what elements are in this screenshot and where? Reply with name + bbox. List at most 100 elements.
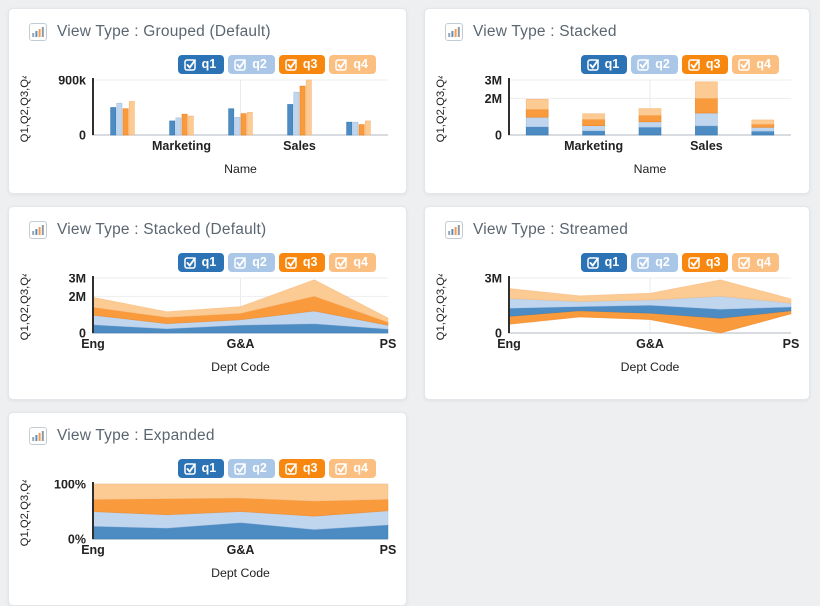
checkbox-checked-icon xyxy=(637,59,650,71)
legend-toggle-q1[interactable]: q1 xyxy=(580,55,628,74)
card-stacked-bar: View Type : Stacked q1 q2 q3 q4 3M 2M 0 Market… xyxy=(424,8,810,194)
legend-toggle-q1[interactable]: q1 xyxy=(177,459,225,478)
legend-toggle-q4[interactable]: q4 xyxy=(732,253,779,272)
svg-text:Dept Code: Dept Code xyxy=(621,360,680,374)
legend-label: q3 xyxy=(302,461,318,476)
card-title: View Type : Stacked (Default) xyxy=(57,221,267,238)
card-header: View Type : Stacked (Default) xyxy=(29,221,398,239)
bar-chart-icon xyxy=(445,23,463,41)
legend-label: q1 xyxy=(604,57,620,72)
svg-text:0: 0 xyxy=(79,129,86,143)
legend-toggle-q2[interactable]: q2 xyxy=(228,253,275,272)
checkbox-checked-icon xyxy=(637,257,650,269)
legend-toggle-q1[interactable]: q1 xyxy=(177,253,225,272)
chart-canvas-grouped[interactable]: 900k 0 Marketing Sales Name Q1,Q2,Q3,Q4 xyxy=(17,76,398,178)
checkbox-checked-icon xyxy=(586,59,599,71)
svg-text:3M: 3M xyxy=(485,76,502,88)
legend-label: q2 xyxy=(252,255,267,270)
svg-text:Marketing: Marketing xyxy=(564,139,623,153)
svg-text:Marketing: Marketing xyxy=(152,139,211,153)
svg-text:0: 0 xyxy=(495,129,502,143)
checkbox-checked-icon xyxy=(285,59,297,71)
legend-label: q2 xyxy=(655,57,670,72)
card-title: View Type : Grouped (Default) xyxy=(57,23,271,40)
checkbox-checked-icon xyxy=(183,257,196,269)
checkbox-checked-icon xyxy=(688,257,700,269)
legend: q1 q2 q3 q4 xyxy=(17,459,376,478)
card-header: View Type : Stacked xyxy=(445,23,801,41)
legend-toggle-q4[interactable]: q4 xyxy=(329,459,376,478)
svg-text:3M: 3M xyxy=(485,274,502,286)
legend-toggle-q1[interactable]: q1 xyxy=(580,253,628,272)
legend-label: q4 xyxy=(353,461,368,476)
legend-toggle-q4[interactable]: q4 xyxy=(329,253,376,272)
bar-chart-icon xyxy=(445,221,463,239)
checkbox-checked-icon xyxy=(335,463,348,475)
legend-toggle-q1[interactable]: q1 xyxy=(177,55,225,74)
svg-text:Q1,Q2,Q3,Q4: Q1,Q2,Q3,Q4 xyxy=(435,274,447,340)
checkbox-checked-icon xyxy=(335,59,348,71)
svg-text:0: 0 xyxy=(495,327,502,341)
legend-label: q3 xyxy=(705,255,721,270)
legend-toggle-q2[interactable]: q2 xyxy=(228,55,275,74)
checkbox-checked-icon xyxy=(738,257,751,269)
svg-text:Q1,Q2,Q3,Q4: Q1,Q2,Q3,Q4 xyxy=(19,274,31,340)
checkbox-checked-icon xyxy=(738,59,751,71)
legend-label: q3 xyxy=(302,255,318,270)
svg-text:2M: 2M xyxy=(485,92,502,106)
checkbox-checked-icon xyxy=(183,59,196,71)
chart-canvas-expanded[interactable]: 100% 0%Eng G&A PS Dept Code Q1,Q2,Q3,Q4 xyxy=(17,480,398,582)
legend-toggle-q4[interactable]: q4 xyxy=(732,55,779,74)
legend-label: q4 xyxy=(353,57,368,72)
legend-toggle-q2[interactable]: q2 xyxy=(631,55,678,74)
bar-chart-icon xyxy=(29,221,47,239)
legend-label: q2 xyxy=(252,57,267,72)
svg-text:Q1,Q2,Q3,Q4: Q1,Q2,Q3,Q4 xyxy=(19,480,31,546)
svg-text:PS: PS xyxy=(783,337,800,351)
card-title: View Type : Expanded xyxy=(57,427,215,444)
legend-toggle-q3[interactable]: q3 xyxy=(681,253,729,272)
svg-text:Eng: Eng xyxy=(81,337,105,351)
legend-toggle-q3[interactable]: q3 xyxy=(681,55,729,74)
checkbox-checked-icon xyxy=(688,59,700,71)
checkbox-checked-icon xyxy=(183,463,196,475)
card-title: View Type : Streamed xyxy=(473,221,629,238)
checkbox-checked-icon xyxy=(586,257,599,269)
legend-label: q1 xyxy=(604,255,620,270)
legend-toggle-q3[interactable]: q3 xyxy=(278,55,326,74)
svg-text:Name: Name xyxy=(224,162,257,176)
legend-label: q1 xyxy=(201,57,217,72)
legend: q1 q2 q3 q4 xyxy=(433,55,779,74)
card-header: View Type : Streamed xyxy=(445,221,801,239)
legend-toggle-q4[interactable]: q4 xyxy=(329,55,376,74)
card-expanded: View Type : Expanded q1 q2 q3 q4 100% 0% Eng G… xyxy=(8,412,407,606)
legend-toggle-q3[interactable]: q3 xyxy=(278,253,326,272)
checkbox-checked-icon xyxy=(234,257,247,269)
card-header: View Type : Expanded xyxy=(29,427,398,445)
legend-label: q2 xyxy=(655,255,670,270)
chart-canvas-stacked-bar[interactable]: 3M 2M 0 Marketing Sales Name Q1,Q2,Q3,Q4 xyxy=(433,76,801,178)
svg-text:Name: Name xyxy=(634,162,667,176)
card-header: View Type : Grouped (Default) xyxy=(29,23,398,41)
legend-toggle-q2[interactable]: q2 xyxy=(631,253,678,272)
bar-chart-icon xyxy=(29,23,47,41)
card-title: View Type : Stacked xyxy=(473,23,617,40)
checkbox-checked-icon xyxy=(285,257,297,269)
legend-label: q2 xyxy=(252,461,267,476)
legend-label: q3 xyxy=(705,57,721,72)
svg-text:3M: 3M xyxy=(69,274,86,286)
legend: q1 q2 q3 q4 xyxy=(433,253,779,272)
legend-label: q1 xyxy=(201,461,217,476)
card-streamed: View Type : Streamed q1 q2 q3 q4 3M 0 Eng G&A P… xyxy=(424,206,810,400)
legend-toggle-q2[interactable]: q2 xyxy=(228,459,275,478)
legend-label: q4 xyxy=(756,57,771,72)
svg-text:Sales: Sales xyxy=(283,139,316,153)
svg-text:0: 0 xyxy=(79,327,86,341)
legend-label: q1 xyxy=(201,255,217,270)
card-stacked-area: View Type : Stacked (Default) q1 q2 q3 q4 3… xyxy=(8,206,407,400)
svg-text:PS: PS xyxy=(380,543,397,557)
legend-label: q4 xyxy=(353,255,368,270)
legend-toggle-q3[interactable]: q3 xyxy=(278,459,326,478)
